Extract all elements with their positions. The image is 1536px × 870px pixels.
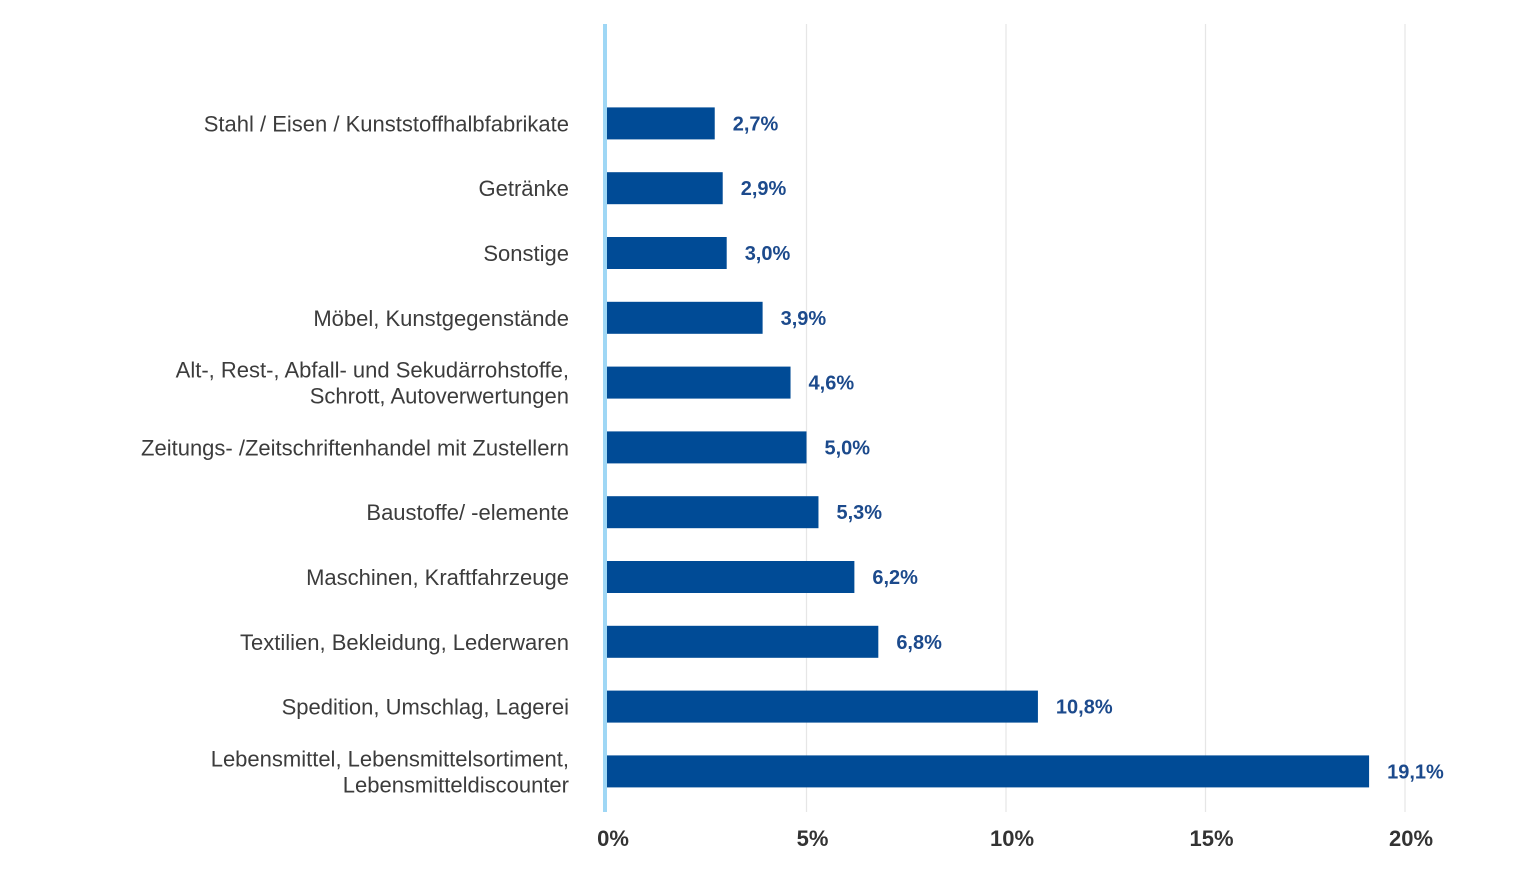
value-label: 2,9%: [741, 178, 787, 200]
bars: [607, 107, 1370, 788]
category-label-line: Lebensmitteldiscounter: [343, 772, 569, 797]
value-label: 10,8%: [1056, 697, 1113, 719]
value-label: 2,7%: [733, 113, 779, 135]
value-label: 3,0%: [745, 243, 791, 265]
x-tick-label: 0%: [597, 826, 629, 851]
category-label-line: Getränke: [479, 176, 570, 201]
value-label: 5,0%: [825, 437, 871, 459]
category-label: Maschinen, Kraftfahrzeuge: [306, 565, 569, 590]
value-label: 5,3%: [836, 502, 882, 524]
category-label: Sonstige: [483, 241, 569, 266]
grid-lines: [805, 24, 1406, 812]
category-label: Textilien, Bekleidung, Lederwaren: [240, 630, 569, 655]
x-axis-ticks: 0% 5% 10% 15% 20%: [597, 826, 1433, 851]
bar: [607, 690, 1038, 723]
category-label-line: Schrott, Autoverwertungen: [310, 384, 569, 409]
category-label-line: Sonstige: [483, 241, 569, 266]
value-label: 4,6%: [809, 373, 855, 395]
category-labels: Stahl / Eisen / Kunststoffhalbfabrikate G…: [141, 111, 569, 797]
category-label: Getränke: [479, 176, 570, 201]
value-label: 19,1%: [1387, 761, 1444, 783]
category-label: Möbel, Kunstgegenstände: [313, 306, 569, 331]
bar: [607, 431, 807, 464]
category-label-line: Maschinen, Kraftfahrzeuge: [306, 565, 569, 590]
value-label: 6,8%: [896, 632, 942, 654]
category-label-line: Textilien, Bekleidung, Lederwaren: [240, 630, 569, 655]
bar: [607, 172, 723, 205]
bar: [607, 496, 819, 529]
x-tick-label: 15%: [1189, 826, 1233, 851]
x-tick-label: 20%: [1389, 826, 1433, 851]
category-label: Zeitungs- /Zeitschriftenhandel mit Zuste…: [141, 435, 569, 460]
category-label-line: Zeitungs- /Zeitschriftenhandel mit Zuste…: [141, 435, 569, 460]
category-label-line: Stahl / Eisen / Kunststoffhalbfabrikate: [204, 111, 569, 136]
bar: [607, 755, 1370, 788]
bar: [607, 366, 791, 399]
category-label-line: Alt-, Rest-, Abfall- und Sekudärrohstoff…: [176, 358, 569, 383]
category-label-line: Spedition, Umschlag, Lagerei: [282, 695, 569, 720]
x-tick-label: 10%: [990, 826, 1034, 851]
bar: [607, 301, 763, 334]
category-label-line: Baustoffe/ -elemente: [366, 500, 569, 525]
category-label-line: Lebensmittel, Lebensmittelsortiment,: [211, 746, 569, 771]
category-label: Spedition, Umschlag, Lagerei: [282, 695, 569, 720]
bar: [607, 561, 855, 593]
category-label: Alt-, Rest-, Abfall- und Sekudärrohstoff…: [176, 358, 569, 409]
value-labels: 2,7% 2,9% 3,0% 3,9% 4,6% 5,0% 5,3% 6,2% 6,8% 10,8…: [733, 113, 1444, 783]
bar: [607, 237, 727, 269]
category-label-line: Möbel, Kunstgegenstände: [313, 306, 569, 331]
value-label: 6,2%: [872, 567, 918, 589]
bar: [607, 625, 879, 658]
category-label: Lebensmittel, Lebensmittelsortiment, Lebe…: [211, 746, 569, 797]
category-label: Stahl / Eisen / Kunststoffhalbfabrikate: [204, 111, 569, 136]
bar: [607, 107, 715, 140]
x-tick-label: 5%: [797, 826, 829, 851]
value-label: 3,9%: [781, 308, 827, 330]
category-label: Baustoffe/ -elemente: [366, 500, 569, 525]
